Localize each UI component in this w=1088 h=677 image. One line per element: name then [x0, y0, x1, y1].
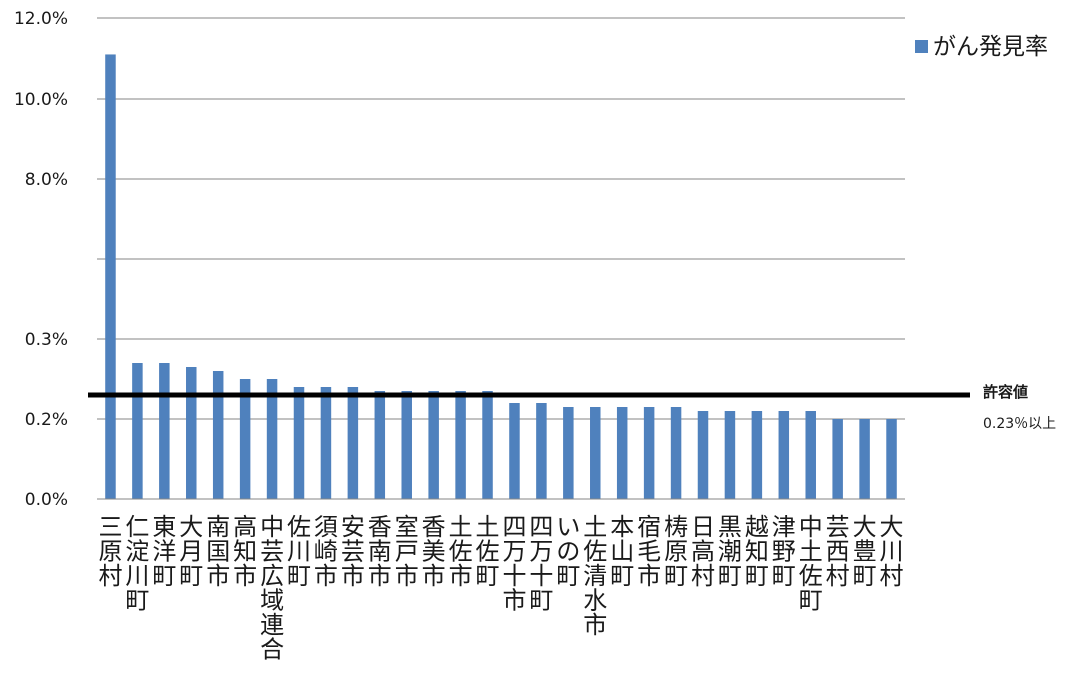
x-tick-label: 大月町: [179, 513, 203, 590]
legend: がん発見率: [915, 34, 1048, 60]
bars: [105, 54, 897, 499]
y-tick-label: 10.0%: [14, 90, 68, 110]
bar: [428, 391, 439, 499]
x-tick-label: 香美市: [422, 513, 446, 590]
x-tick-label: 四万十町: [529, 513, 553, 615]
y-tick-label: 12.0%: [14, 9, 68, 29]
bar: [320, 387, 332, 499]
bar: [455, 391, 466, 499]
bar: [266, 379, 278, 499]
x-tick-label: 芸西村: [826, 513, 850, 590]
legend-swatch: [915, 40, 928, 53]
x-tick-label: 黒潮町: [718, 513, 742, 590]
x-tick-label: 梼原町: [664, 513, 688, 590]
bar: [724, 411, 736, 499]
x-tick-label: 宿毛市: [637, 513, 661, 590]
threshold-label: 許容値: [983, 383, 1028, 401]
bar: [347, 387, 359, 499]
y-tick-label: 0.0%: [25, 490, 68, 510]
bar: [590, 407, 601, 499]
x-tick-label: 南国市: [206, 513, 230, 590]
x-axis-tick-labels: 三原村仁淀川町東洋町大月町南国市高知市中芸広域連合佐川町須崎市安芸市香南市室戸市…: [98, 513, 903, 664]
x-tick-label: 三原村: [98, 513, 122, 590]
bar: [132, 363, 143, 499]
y-tick-label: 0.3%: [25, 330, 68, 350]
bar: [805, 411, 816, 499]
x-tick-label: 佐川町: [287, 513, 311, 590]
x-tick-label: 室戸市: [395, 513, 419, 590]
x-tick-label: 土佐清水市: [583, 513, 607, 639]
bar: [159, 363, 170, 499]
bar: [859, 419, 870, 499]
bar: [186, 367, 197, 499]
x-tick-label: 仁淀川町: [125, 513, 149, 615]
x-tick-label: 土佐町: [476, 513, 500, 590]
bar: [482, 391, 493, 499]
bar: [212, 371, 224, 499]
x-tick-label: 土佐市: [449, 513, 473, 590]
x-tick-label: 四万十市: [502, 513, 526, 615]
y-axis-tick-labels: 0.0% 0.2% 0.3% 8.0% 10.0% 12.0%: [14, 9, 68, 510]
bar: [778, 411, 790, 499]
x-tick-label: いの町: [556, 513, 580, 590]
bar: [670, 407, 682, 499]
x-tick-label: 香南市: [368, 513, 392, 590]
x-tick-label: 大川村: [880, 513, 904, 590]
y-tick-label: 8.0%: [25, 170, 68, 190]
bar: [536, 403, 547, 499]
x-tick-label: 中芸広域連合: [260, 513, 284, 664]
gridlines: [97, 17, 905, 420]
bar: [886, 419, 897, 499]
x-tick-label: 安芸市: [341, 513, 365, 590]
bar: [832, 419, 843, 499]
bar: [509, 403, 520, 499]
bar: [616, 407, 628, 499]
bar: [401, 391, 412, 499]
x-tick-label: 日高村: [691, 513, 715, 590]
bar: [563, 407, 574, 499]
x-tick-label: 東洋町: [152, 513, 176, 590]
x-tick-label: 高知市: [233, 513, 257, 590]
bar: [374, 391, 386, 499]
bar: [105, 54, 116, 499]
x-tick-label: 中土佐町: [799, 513, 823, 615]
y-tick-label: 0.2%: [25, 410, 68, 430]
threshold-note: 0.23％以上: [983, 416, 1056, 432]
x-tick-label: 大豊町: [853, 513, 877, 590]
x-tick-label: 越知町: [745, 513, 769, 590]
bar: [293, 387, 305, 499]
bar: [697, 411, 709, 499]
x-tick-label: 本山町: [610, 513, 634, 590]
bar: [239, 379, 251, 499]
x-tick-label: 津野町: [772, 513, 796, 590]
bar: [751, 411, 763, 499]
legend-label: がん発見率: [933, 34, 1048, 60]
bar: [643, 407, 655, 499]
x-tick-label: 須崎市: [314, 513, 338, 590]
